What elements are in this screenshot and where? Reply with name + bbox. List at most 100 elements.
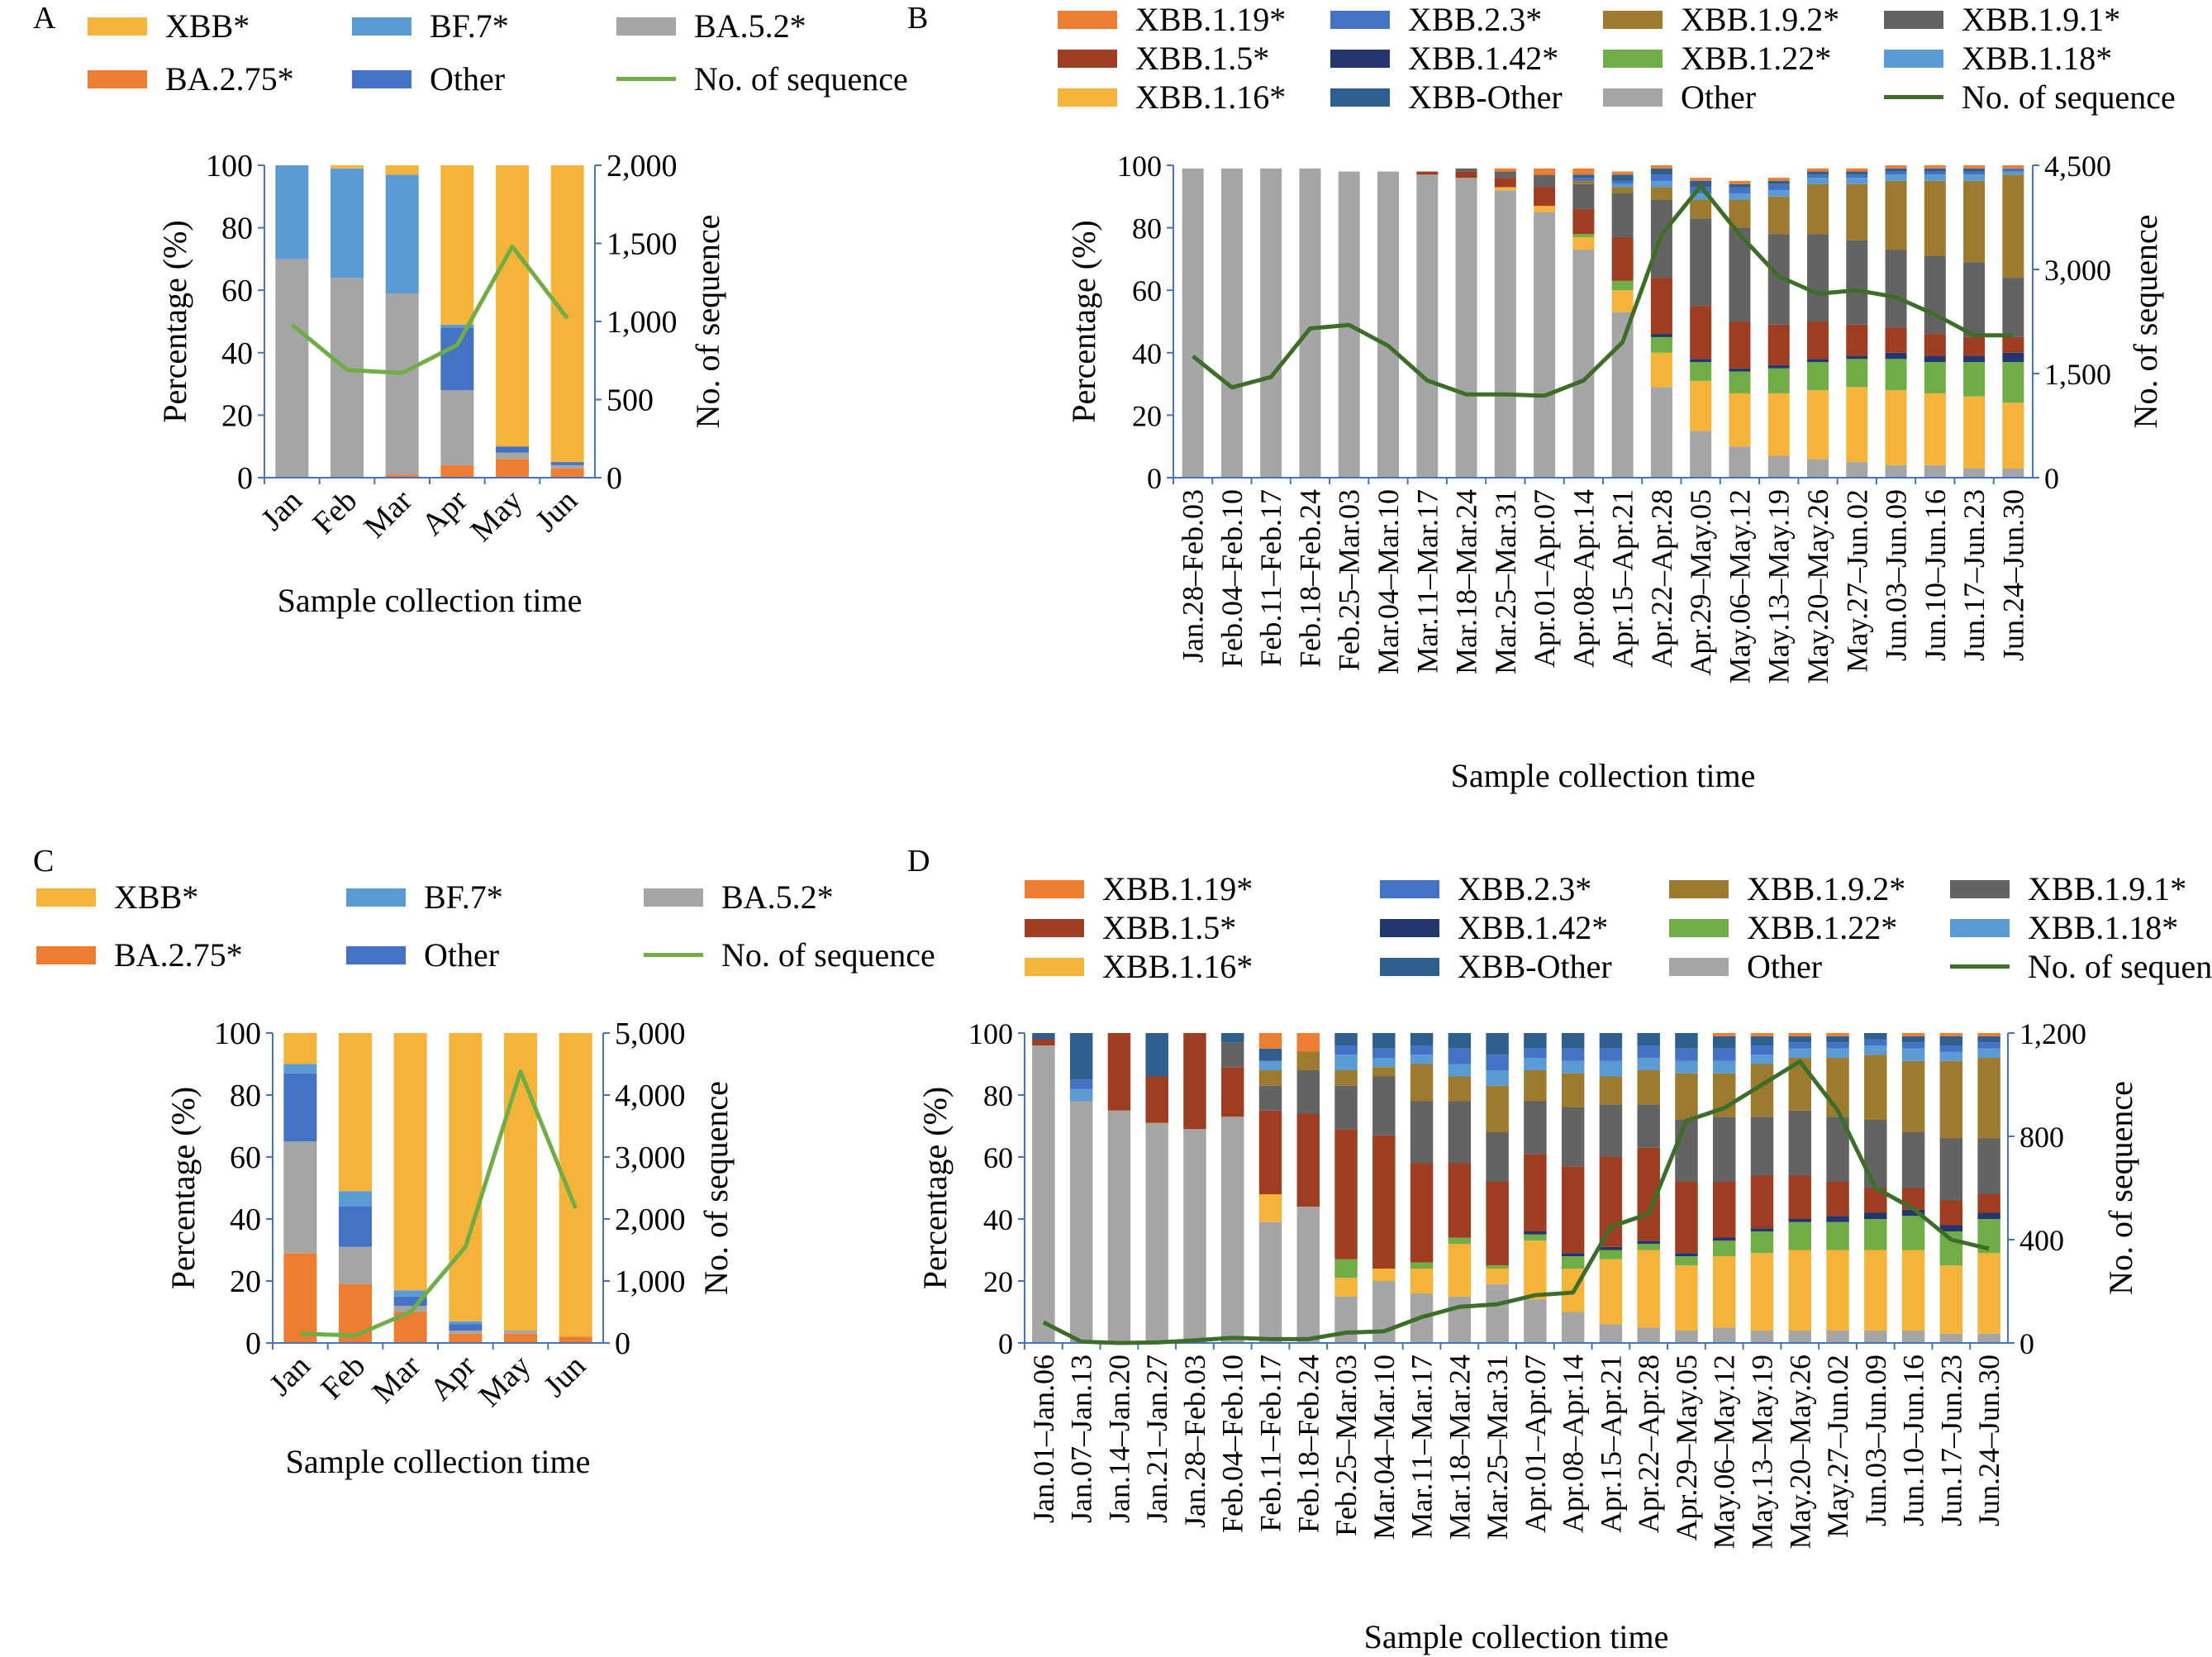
bar-xbb-1-9-1-mar-25-mar-31 <box>1494 171 1516 179</box>
bar-xbb-1-5-apr-01-apr-07 <box>1534 187 1556 207</box>
chart-c: 0 20 40 60 80 100 0 1,000 2,000 3,000 4,000 5,000 Ja… <box>164 1017 735 1480</box>
legend-label: XBB.2.3* <box>1458 870 1592 907</box>
bar-xbb-1-42-may-13-may-19 <box>1750 1228 1774 1231</box>
bar-xbb-1-16-jun-17-jun-23 <box>1963 396 1986 469</box>
legend-item-xbb-1-18: XBB.1.18* <box>1884 39 2112 78</box>
bar-xbb-1-16-feb-11-feb-17 <box>1258 1194 1282 1222</box>
x-tick-label: Feb.25–Mar.03 <box>1330 1355 1363 1536</box>
bar-xbb-1-9-2-may-20-may-26 <box>1807 183 1829 235</box>
bar-xbb-1-5-feb-18-feb-24 <box>1296 1113 1320 1207</box>
legend-item-other: Other <box>346 936 499 974</box>
legend-item-other: Other <box>1669 947 1822 986</box>
bar-xbb-1-16-apr-01-apr-07 <box>1524 1240 1547 1300</box>
bar-xbb-1-5-may-27-jun-02 <box>1846 324 1868 356</box>
legend-label: BA.2.75* <box>165 60 294 98</box>
bar-xbb-1-16-apr-29-may-05 <box>1690 380 1712 431</box>
bar-xbb-1-19-jun-10-jun-16 <box>1924 165 1946 169</box>
bar-xbb-2-3-mar-11-mar-17 <box>1410 1045 1434 1055</box>
bar-xbb-1-42-may-13-may-19 <box>1767 364 1790 369</box>
bar-xbb-1-16-mar-18-mar-24 <box>1448 1244 1472 1297</box>
y-tick-label: 60 <box>221 274 253 308</box>
y-tick-label: 40 <box>221 336 253 371</box>
bar-xbb-1-22-may-27-jun-02 <box>1826 1221 1849 1250</box>
bar-xbb-1-9-1-apr-15-apr-21 <box>1599 1104 1623 1157</box>
bar-xbb-1-19-may-13-may-19 <box>1750 1033 1774 1036</box>
x-tick-label: Jan <box>254 483 309 538</box>
x-tick-label: Mar.04–Mar.10 <box>1368 1355 1401 1540</box>
bar-xbb-1-5-may-20-may-26 <box>1788 1175 1811 1219</box>
legend-label: XBB.1.19* <box>1135 1 1287 38</box>
legend-item-xbb: XBB* <box>88 7 250 45</box>
legend-label: Other <box>1681 79 1757 116</box>
bar-xbb-other-feb-25-mar-03 <box>1334 1033 1358 1045</box>
y2-axis-title: No. of sequence <box>2102 1081 2139 1295</box>
bar-xbb-1-5-apr-22-apr-28 <box>1650 278 1672 335</box>
bar-xbb-1-19-apr-29-may-05 <box>1690 178 1712 181</box>
x-tick-label: Apr <box>415 483 474 542</box>
x-tick-label: Mar.04–Mar.10 <box>1372 489 1405 674</box>
y-tick-label: 20 <box>221 398 253 433</box>
bar-xbb-1-42-may-27-jun-02 <box>1846 355 1868 359</box>
bar-bf-7-apr <box>440 324 474 328</box>
bar-xbb-other-apr-29-may-05 <box>1690 180 1712 188</box>
legend-item-ba-5-2: BA.5.2* <box>644 878 834 917</box>
bar-xbb-1-18-may-13-may-19 <box>1767 190 1790 197</box>
bar-xbb-jan <box>283 1033 317 1064</box>
legend-label: XBB.1.9.2* <box>1681 1 1840 38</box>
y2-tick-label: 500 <box>607 383 654 418</box>
legend-label: XBB.1.5* <box>1135 40 1270 77</box>
bar-xbb-other-feb-11-feb-17 <box>1258 1048 1282 1061</box>
bar-xbb-1-9-1-jun-17-jun-23 <box>1939 1138 1963 1201</box>
bar-xbb-1-9-1-mar-18-mar-24 <box>1448 1101 1472 1164</box>
bar-xbb-1-16-mar-11-mar-17 <box>1410 1269 1434 1293</box>
bar-xbb-1-22-apr-08-apr-14 <box>1561 1256 1585 1269</box>
bar-xbb-2-3-apr-29-may-05 <box>1675 1048 1698 1061</box>
x-axis-title: Sample collection time <box>1364 1618 1669 1655</box>
bar-xbb-feb <box>331 165 364 169</box>
bar-xbb-1-5-apr-29-may-05 <box>1675 1182 1698 1254</box>
bar-xbb-1-19-apr-22-apr-28 <box>1650 165 1672 169</box>
bar-xbb-1-19-feb-18-feb-24 <box>1296 1033 1320 1052</box>
bar-xbb-other-jun-17-jun-23 <box>1963 168 1986 172</box>
y2-tick-label: 3,000 <box>615 1140 686 1175</box>
bar-other-jun-24-jun-30 <box>1977 1333 2000 1343</box>
y2-tick-label: 3,000 <box>2044 254 2111 287</box>
bar-xbb-1-9-1-jun-10-jun-16 <box>1924 255 1946 335</box>
bar-xbb-1-18-jun-10-jun-16 <box>1901 1048 1925 1061</box>
bar-xbb-apr <box>449 1033 483 1321</box>
bar-xbb-1-18-jun-10-jun-16 <box>1924 174 1946 181</box>
legend-item-xbb-other: XBB-Other <box>1380 947 1612 986</box>
x-tick-label: May.13–May.19 <box>1746 1355 1779 1549</box>
x-tick-label: Jan.01–Jan.06 <box>1027 1355 1060 1523</box>
bar-xbb-1-5-mar-18-mar-24 <box>1455 171 1477 179</box>
x-tick-label: May <box>464 483 529 549</box>
bar-xbb-1-9-1-mar-11-mar-17 <box>1410 1101 1434 1164</box>
bar-other-may-13-may-19 <box>1767 455 1790 478</box>
bar-ba-5-2-jun <box>550 464 584 469</box>
bar-xbb-2-3-apr-15-apr-21 <box>1599 1048 1623 1061</box>
bar-other-mar-18-mar-24 <box>1455 178 1477 478</box>
x-tick-label: Jan.28–Feb.03 <box>1178 1355 1211 1528</box>
y2-axis-title: No. of sequence <box>689 215 726 429</box>
legend-swatch <box>1025 879 1084 898</box>
bar-xbb-1-5-jun-24-jun-30 <box>1977 1194 2000 1213</box>
bar-xbb-2-3-may-20-may-26 <box>1807 174 1829 179</box>
bar-other-jan-21-jan-27 <box>1145 1122 1168 1343</box>
y2-tick-label: 800 <box>2019 1121 2064 1154</box>
x-tick-label: Jun <box>529 483 584 539</box>
y2-axis-title: No. of sequence <box>2127 215 2164 429</box>
legend-swatch <box>1950 964 2010 969</box>
y2-tick-label: 1,500 <box>2044 358 2111 391</box>
legend-swatch <box>616 17 676 36</box>
legend-item-other: Other <box>352 60 505 98</box>
bar-xbb-1-9-2-jun-24-jun-30 <box>1977 1058 2000 1139</box>
bar-xbb-1-9-2-apr-29-may-05 <box>1675 1073 1698 1120</box>
bar-xbb-1-18-jun-03-jun-09 <box>1864 1045 1887 1055</box>
y-tick-label: 100 <box>968 1017 1013 1050</box>
bar-other-apr-08-apr-14 <box>1572 250 1595 478</box>
legend-item-xbb-1-22: XBB.1.22* <box>1669 908 1897 947</box>
x-tick-label: Jun.17–Jun.23 <box>1958 489 1991 661</box>
legend-label: BA.5.2* <box>721 878 834 916</box>
bar-xbb-other-jan-07-jan-13 <box>1069 1033 1093 1080</box>
bar-bf-7-mar <box>393 1290 427 1297</box>
